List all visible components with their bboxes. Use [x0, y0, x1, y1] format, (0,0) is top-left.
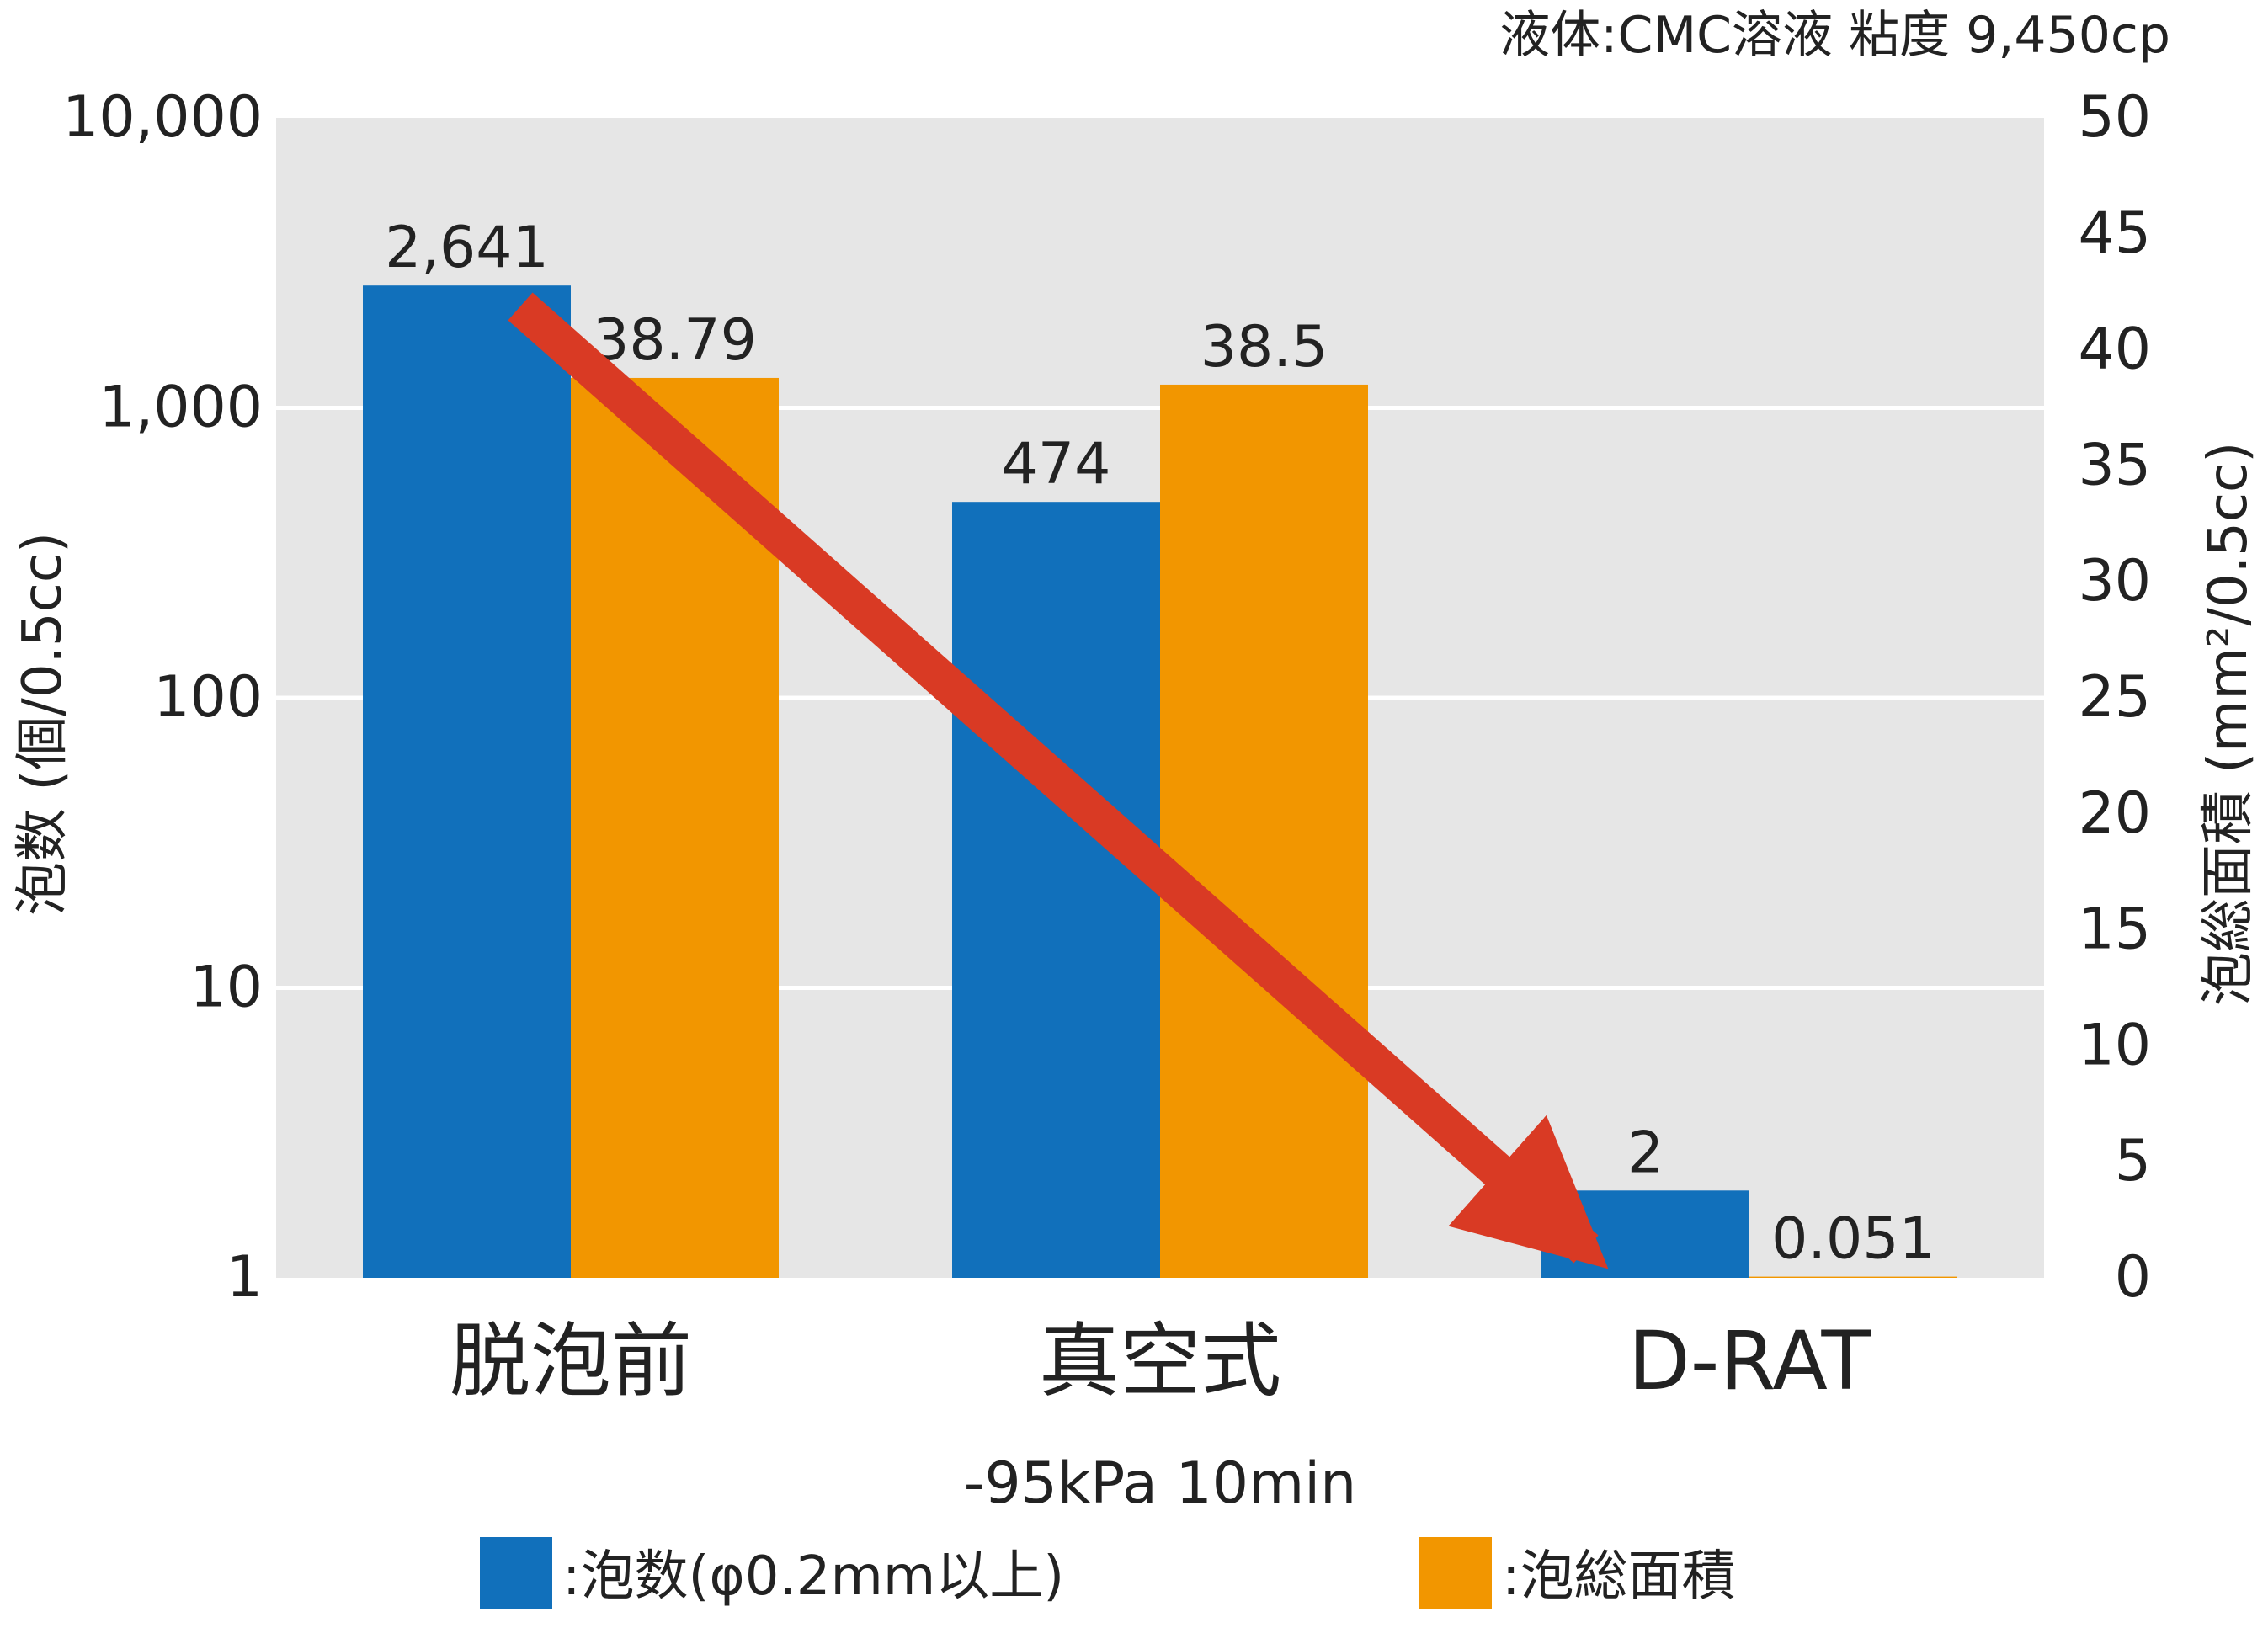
right-tick-label: 40	[2078, 317, 2151, 383]
left-tick-label: 10,000	[62, 84, 263, 151]
category-label: D-RAT	[1628, 1314, 1871, 1408]
category-sublabel: -95kPa 10min	[964, 1450, 1356, 1517]
left-tick-label: 1	[226, 1244, 263, 1311]
value-label-bubble-count: 2	[1627, 1120, 1664, 1186]
right-tick-label: 5	[2115, 1128, 2151, 1194]
legend-label-bubble-count: :泡数(φ0.2mm以上)	[562, 1546, 1064, 1608]
right-tick-label: 0	[2115, 1244, 2151, 1311]
right-tick-label: 20	[2078, 780, 2151, 847]
legend-swatch-total-area	[1419, 1537, 1492, 1609]
left-axis-ticks: 1 10 100 1,000 10,000	[62, 84, 263, 1311]
right-tick-label: 45	[2078, 200, 2151, 267]
value-label-bubble-count: 2,641	[385, 215, 549, 281]
bar-bubble-count	[952, 502, 1160, 1278]
legend-swatch-bubble-count	[480, 1537, 552, 1609]
value-label-total-area: 0.051	[1771, 1206, 1935, 1273]
right-tick-label: 10	[2078, 1012, 2151, 1078]
value-label-bubble-count: 474	[1002, 431, 1111, 497]
category-labels-group: 脱泡前 真空式 -95kPa 10min D-RAT	[450, 1314, 1871, 1517]
right-tick-label: 25	[2078, 664, 2151, 731]
trend-arrow	[508, 292, 1609, 1269]
value-labels-group: 2,641 38.79 474 38.5 2 0.051	[385, 215, 1935, 1272]
right-tick-label: 15	[2078, 896, 2151, 963]
category-label: 真空式	[1039, 1314, 1281, 1408]
right-tick-label: 50	[2078, 84, 2151, 151]
left-tick-label: 100	[153, 664, 263, 731]
left-tick-label: 1,000	[98, 375, 263, 441]
left-tick-label: 10	[189, 955, 263, 1021]
legend: :泡数(φ0.2mm以上) :泡総面積	[480, 1537, 1736, 1609]
liquid-note: 液体:CMC溶液 粘度 9,450cp	[1499, 6, 2170, 65]
right-axis-label: 泡総面積 (mm²/0.5cc)	[2197, 442, 2260, 1006]
bar-total-area	[1160, 384, 1368, 1279]
right-tick-label: 35	[2078, 432, 2151, 498]
category-label: 脱泡前	[450, 1314, 692, 1408]
legend-label-total-area: :泡総面積	[1502, 1546, 1736, 1608]
left-axis-label: 泡数 (個/0.5cc)	[12, 532, 74, 916]
value-label-total-area: 38.79	[593, 307, 757, 374]
value-label-total-area: 38.5	[1201, 314, 1328, 380]
right-axis-ticks: 0 5 10 15 20 25 30 35 40 45 50	[2078, 84, 2151, 1311]
bar-bubble-count	[363, 285, 571, 1278]
bar-total-area	[1749, 1276, 1957, 1278]
right-tick-label: 30	[2078, 548, 2151, 614]
